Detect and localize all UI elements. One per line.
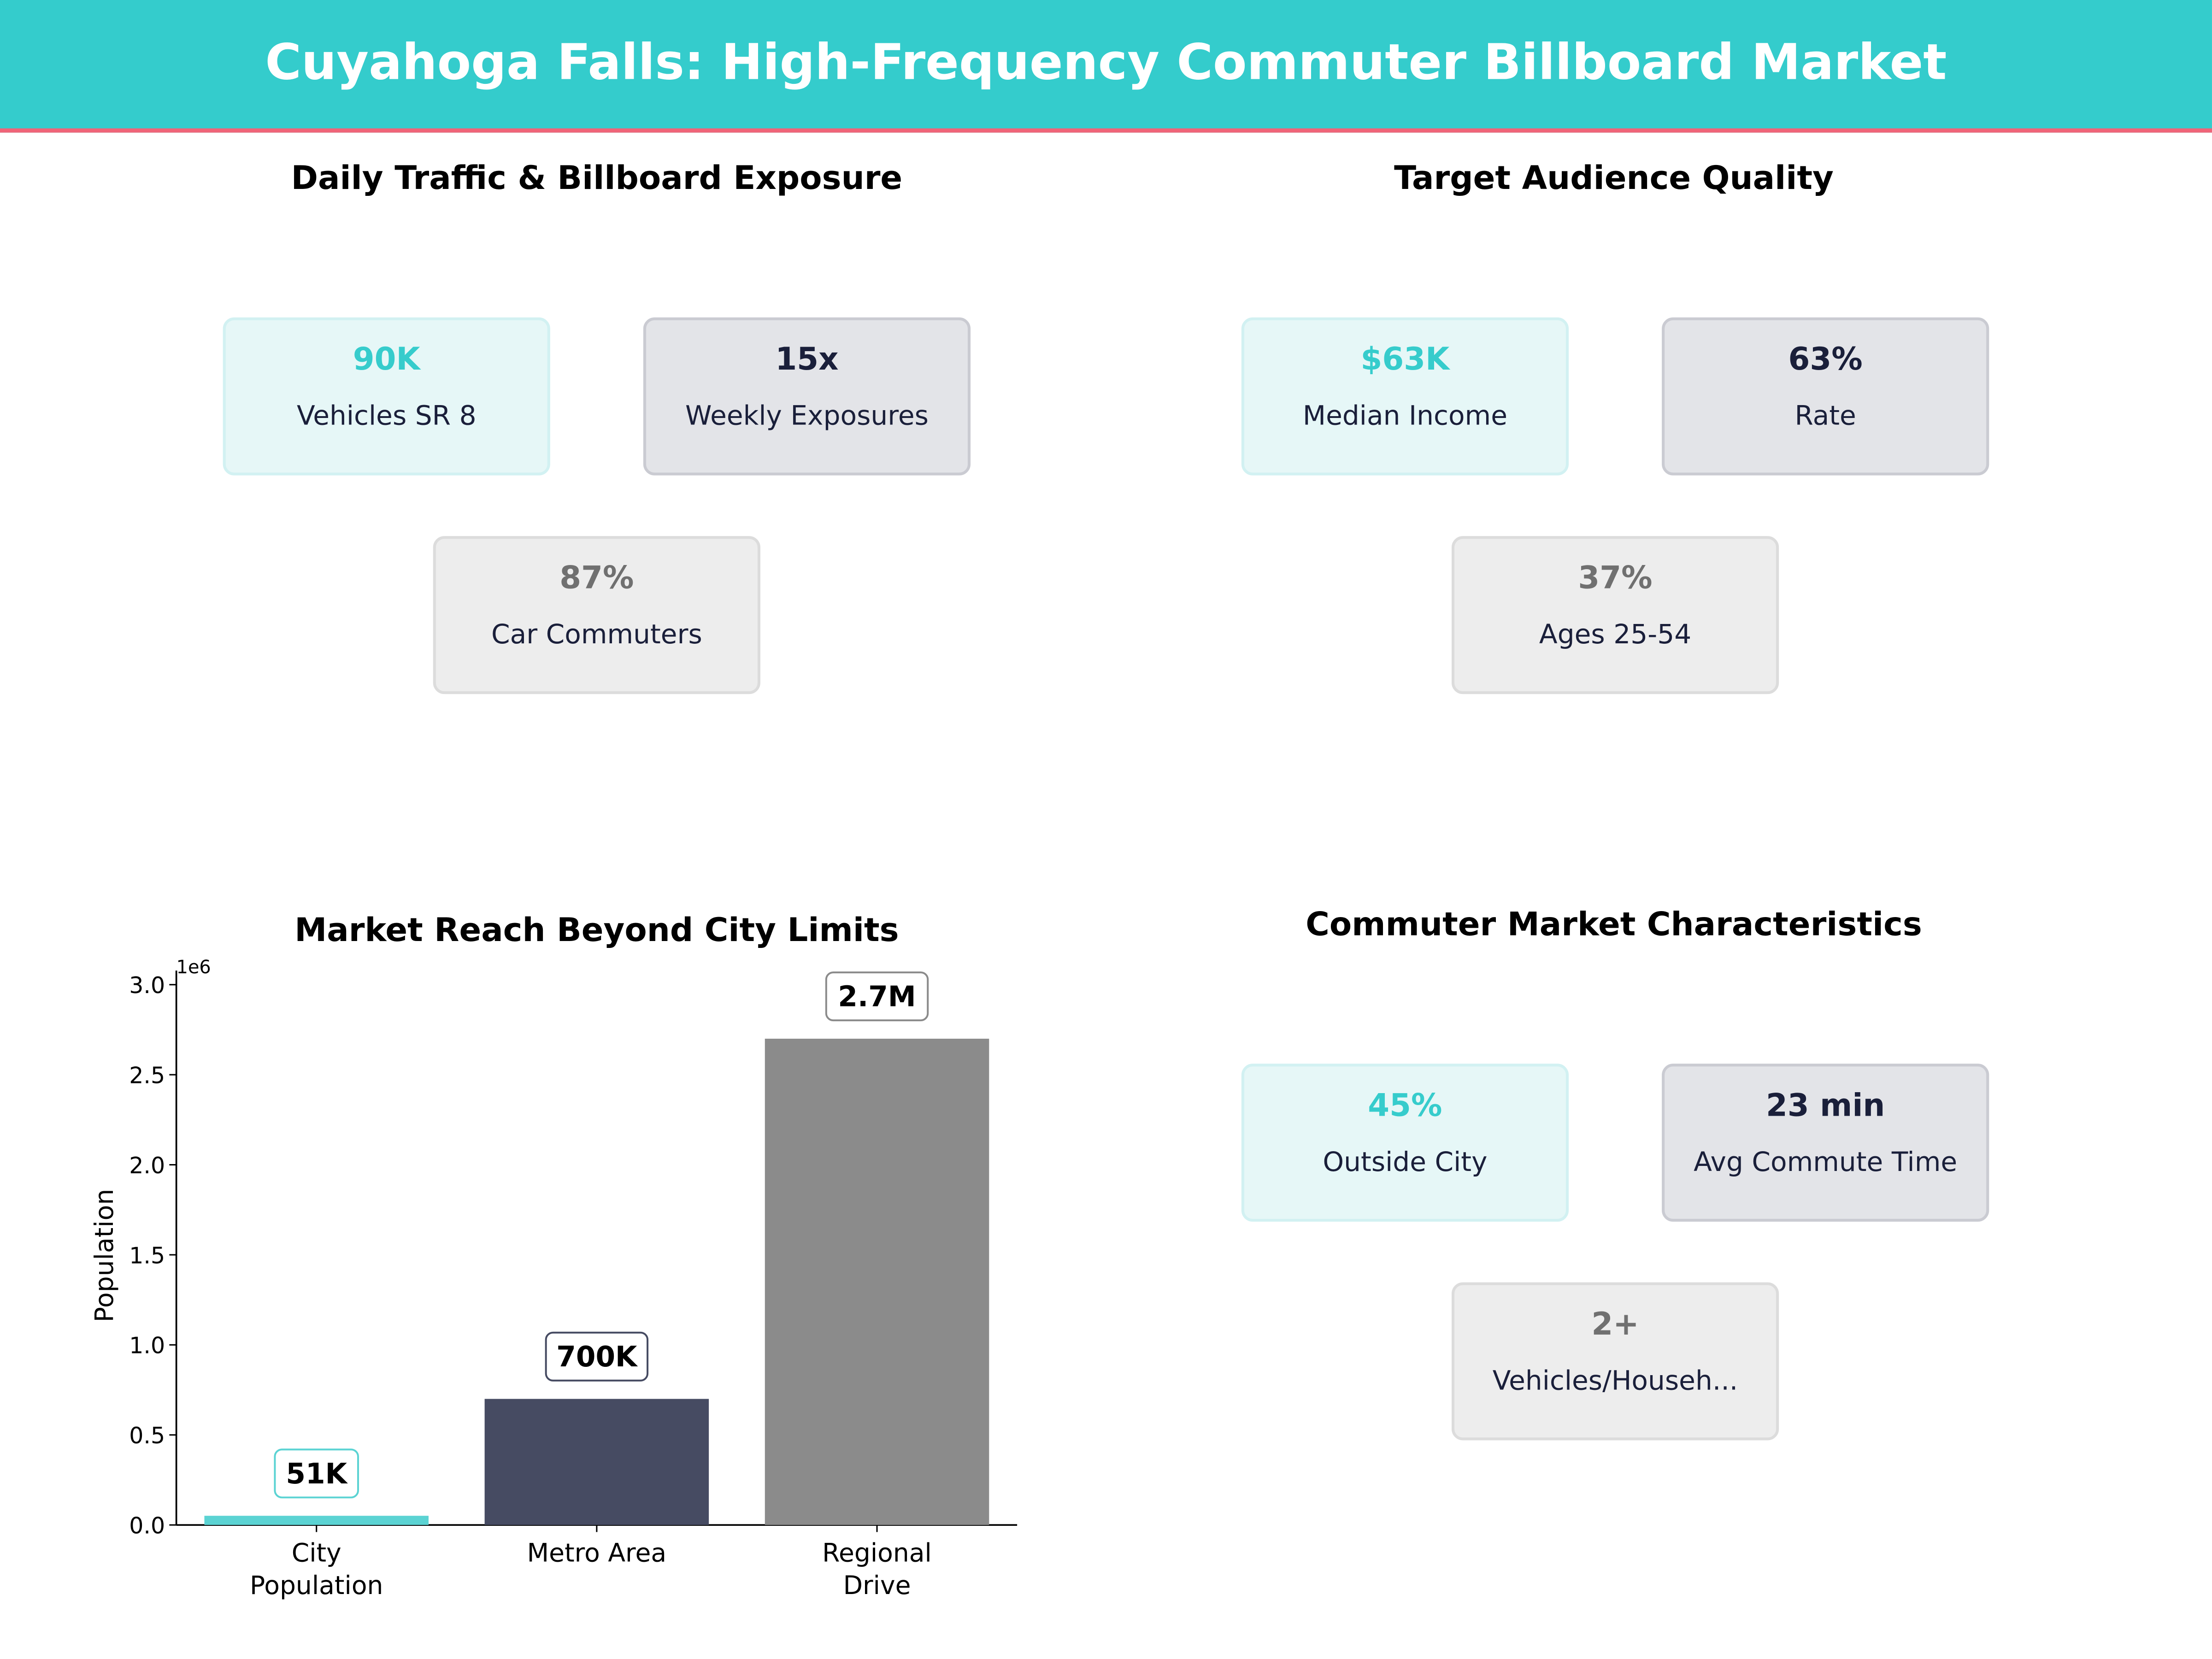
y-tick-label: 2.5	[129, 1062, 165, 1088]
metric-card-car-commuters: 87% Car Commuters	[433, 536, 760, 694]
metric-label: Rate	[1794, 400, 1856, 432]
traffic-panel-title: Daily Traffic & Billboard Exposure	[291, 160, 903, 198]
metric-card-ages: 37% Ages 25-54	[1451, 536, 1779, 694]
metric-value: 63%	[1788, 342, 1863, 378]
metric-label: Ages 25-54	[1539, 619, 1692, 651]
data-label: 51K	[286, 1458, 348, 1490]
metric-value: 87%	[559, 561, 634, 597]
metric-value: 2+	[1591, 1307, 1639, 1343]
data-label: 2.7M	[838, 981, 916, 1013]
metric-card-rate: 63% Rate	[1662, 317, 1989, 476]
commuter-panel-title: Commuter Market Characteristics	[1306, 907, 1922, 944]
bar	[765, 1038, 989, 1525]
metric-card-exposures: 15x Weekly Exposures	[643, 317, 971, 476]
y-tick-label: 0.5	[129, 1423, 165, 1449]
x-tick-label: City	[292, 1538, 341, 1568]
metric-card-commute-time: 23 min Avg Commute Time	[1662, 1064, 1989, 1222]
data-label-box	[274, 1448, 359, 1499]
y-tick-label: 1.0	[129, 1333, 165, 1359]
metric-value: $63K	[1360, 342, 1450, 378]
y-axis-label: Population	[89, 1189, 119, 1322]
x-tick-label: Regional	[822, 1538, 932, 1568]
metric-label: Car Commuters	[491, 619, 702, 651]
metric-value: 90K	[353, 342, 420, 378]
market-reach-chart: Market Reach Beyond City Limits Populati…	[89, 911, 1018, 1600]
x-tick-label: Drive	[843, 1571, 911, 1600]
data-label-box	[545, 1331, 649, 1382]
metric-label: Median Income	[1302, 400, 1507, 432]
metric-label: Vehicles/Househ...	[1492, 1365, 1738, 1397]
bar	[484, 1399, 709, 1525]
bar	[204, 1516, 429, 1525]
metric-card-vehicles-household: 2+ Vehicles/Househ...	[1451, 1282, 1779, 1441]
y-tick-label: 2.0	[129, 1153, 165, 1179]
data-label-box	[825, 971, 929, 1022]
y-tick-label: 1.5	[129, 1242, 165, 1269]
metric-value: 15x	[775, 342, 839, 378]
metric-card-vehicles: 90K Vehicles SR 8	[223, 317, 550, 476]
y-offset-label: 1e6	[176, 957, 211, 978]
x-tick-label: Population	[250, 1571, 383, 1600]
x-tick-label: Metro Area	[527, 1538, 666, 1568]
metric-label: Avg Commute Time	[1694, 1147, 1958, 1178]
metric-value: 45%	[1368, 1089, 1442, 1124]
metric-card-income: $63K Median Income	[1241, 317, 1569, 476]
header-banner: Cuyahoga Falls: High-Frequency Commuter …	[0, 0, 2212, 133]
audience-panel-title: Target Audience Quality	[1394, 160, 1834, 198]
data-label: 700K	[556, 1341, 638, 1373]
metric-value: 37%	[1578, 561, 1653, 597]
y-tick-label: 0.0	[129, 1513, 165, 1539]
metric-value: 23 min	[1766, 1089, 1885, 1124]
chart-title: Market Reach Beyond City Limits	[294, 911, 899, 949]
y-tick-label: 3.0	[129, 972, 165, 999]
metric-card-outside-city: 45% Outside City	[1241, 1064, 1569, 1222]
metric-label: Outside City	[1323, 1147, 1488, 1178]
metric-label: Weekly Exposures	[685, 400, 929, 432]
metric-label: Vehicles SR 8	[296, 400, 477, 432]
page-title: Cuyahoga Falls: High-Frequency Commuter …	[265, 35, 1947, 92]
